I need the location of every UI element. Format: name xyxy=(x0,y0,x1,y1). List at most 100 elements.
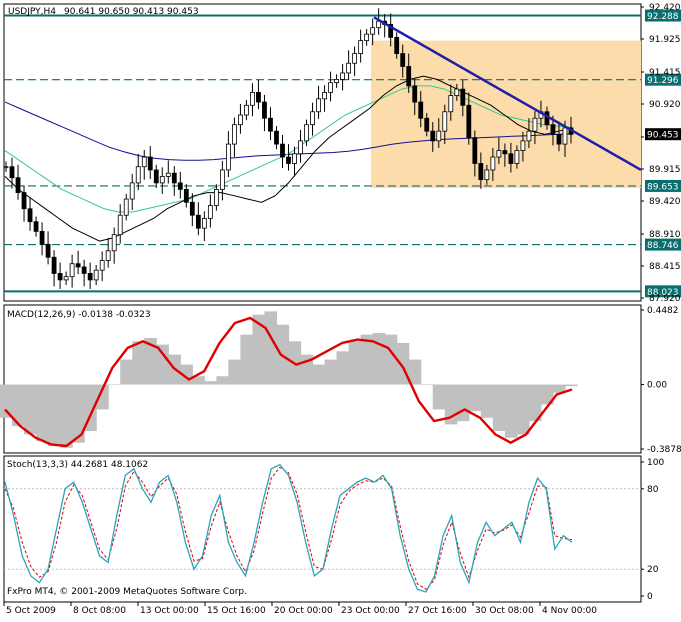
macd-bar xyxy=(504,384,518,438)
candle-body xyxy=(63,276,69,281)
price-levels xyxy=(4,14,641,293)
macd-bar xyxy=(60,384,73,448)
time-tick-label: 23 Oct 00:00 xyxy=(341,606,400,616)
price-tick-label: 90.920 xyxy=(649,100,681,110)
macd-bar xyxy=(480,384,494,418)
candle-body xyxy=(496,150,502,158)
candle-body xyxy=(436,130,442,142)
time-tick-label: 27 Oct 16:00 xyxy=(408,606,467,616)
price-tick-label: 92.420 xyxy=(649,3,681,13)
candle-body xyxy=(219,169,225,190)
candle-body xyxy=(99,260,105,271)
candle-body xyxy=(195,214,201,229)
macd-bar xyxy=(192,376,205,385)
price-level-label: 91.296 xyxy=(647,76,679,86)
stoch-panel[interactable]: 100 80 20 0 Stoch(13,3,3) 44.2681 48.1062 F… xyxy=(3,455,664,603)
stoch-main-line xyxy=(4,463,573,593)
macd-bar xyxy=(24,384,37,435)
candle-body xyxy=(171,172,177,184)
candle-body xyxy=(9,166,15,179)
macd-bar xyxy=(456,384,470,422)
candle-body xyxy=(21,192,27,210)
macd-bar xyxy=(468,384,482,412)
price-panel[interactable]: 92.288 91.296 89.653 88.746 88.023 92.420 91.9… xyxy=(3,3,681,304)
candle-body xyxy=(484,169,490,181)
candle-body xyxy=(460,88,466,106)
candle-body xyxy=(69,263,75,278)
candle-body xyxy=(129,182,135,200)
price-tick-label: 89.915 xyxy=(649,165,681,175)
candle-body xyxy=(346,62,352,74)
macd-tick-label: -0.3878 xyxy=(647,445,681,455)
macd-bar xyxy=(348,341,362,385)
candle-body xyxy=(454,88,460,96)
candle-body xyxy=(159,176,165,184)
candle-body xyxy=(400,53,406,67)
candle-body xyxy=(466,104,472,139)
macd-bar xyxy=(240,334,254,385)
macd-bar xyxy=(540,384,554,405)
candle-body xyxy=(532,117,538,132)
price-level-label: 92.288 xyxy=(647,12,679,22)
price-tick-label: 88.415 xyxy=(649,262,681,272)
candle-body xyxy=(322,91,327,100)
candle-body xyxy=(472,137,478,164)
candle-body xyxy=(3,166,9,169)
candle-body xyxy=(370,27,376,35)
macd-bar xyxy=(132,341,145,385)
macd-panel[interactable]: 0.4482 0.00 -0.3878 MACD(12,26,9) -0.0138 … xyxy=(0,304,681,455)
candle-body xyxy=(340,72,345,80)
macd-bar xyxy=(96,384,109,410)
candle-body xyxy=(364,33,370,42)
macd-bar xyxy=(336,351,350,385)
macd-bar xyxy=(408,359,422,385)
time-tick-label: 20 Oct 00:00 xyxy=(274,606,333,616)
candle-body xyxy=(105,250,111,261)
symbol-label: USDJPY,H4 xyxy=(8,7,56,17)
candle-body xyxy=(57,273,63,281)
time-tick-label: 13 Oct 00:00 xyxy=(140,606,199,616)
candle-body xyxy=(39,230,45,245)
copyright-text: FxPro MT4, © 2001-2009 MetaQuotes Softwa… xyxy=(7,587,247,597)
candle-body xyxy=(135,166,141,184)
macd-bar xyxy=(108,384,121,386)
macd-axis: 0.4482 0.00 -0.3878 xyxy=(641,306,681,455)
macd-tick-label: 0.4482 xyxy=(647,306,679,316)
candle-body xyxy=(201,218,207,229)
price-tick-label: 88.910 xyxy=(649,230,681,240)
candle-body xyxy=(262,101,267,119)
candle-body xyxy=(358,40,364,54)
macd-bar xyxy=(432,384,446,410)
trendline-group[interactable] xyxy=(373,16,642,172)
candle-body xyxy=(268,117,273,132)
candle-body xyxy=(165,172,171,177)
macd-bar xyxy=(228,359,242,385)
time-axis: 5 Oct 2009 8 Oct 08:00 13 Oct 00:00 15 Oct … xyxy=(3,602,597,616)
macd-bar xyxy=(216,376,229,385)
macd-bar xyxy=(516,384,530,435)
candle-body xyxy=(424,117,430,132)
candle-body xyxy=(274,130,279,145)
projection-band xyxy=(371,40,641,189)
macd-bar xyxy=(12,384,25,427)
projection-band-rect xyxy=(371,40,641,189)
stoch-tick-label: 20 xyxy=(647,565,659,575)
macd-bar xyxy=(48,384,61,447)
macd-bar xyxy=(120,359,133,385)
candle-body xyxy=(256,91,261,103)
candle-body xyxy=(15,177,21,193)
candle-body xyxy=(51,256,57,274)
candle-body xyxy=(304,124,309,142)
stoch-panel-frame xyxy=(3,455,642,603)
macd-bar xyxy=(204,381,217,385)
candle-body xyxy=(514,150,520,164)
candle-body xyxy=(250,91,255,106)
candle-body xyxy=(388,24,394,38)
macd-bar xyxy=(384,334,398,385)
candle-body xyxy=(520,140,526,151)
macd-bar xyxy=(312,364,326,385)
candle-body xyxy=(207,205,213,219)
price-tick-label: 91.415 xyxy=(649,68,681,78)
